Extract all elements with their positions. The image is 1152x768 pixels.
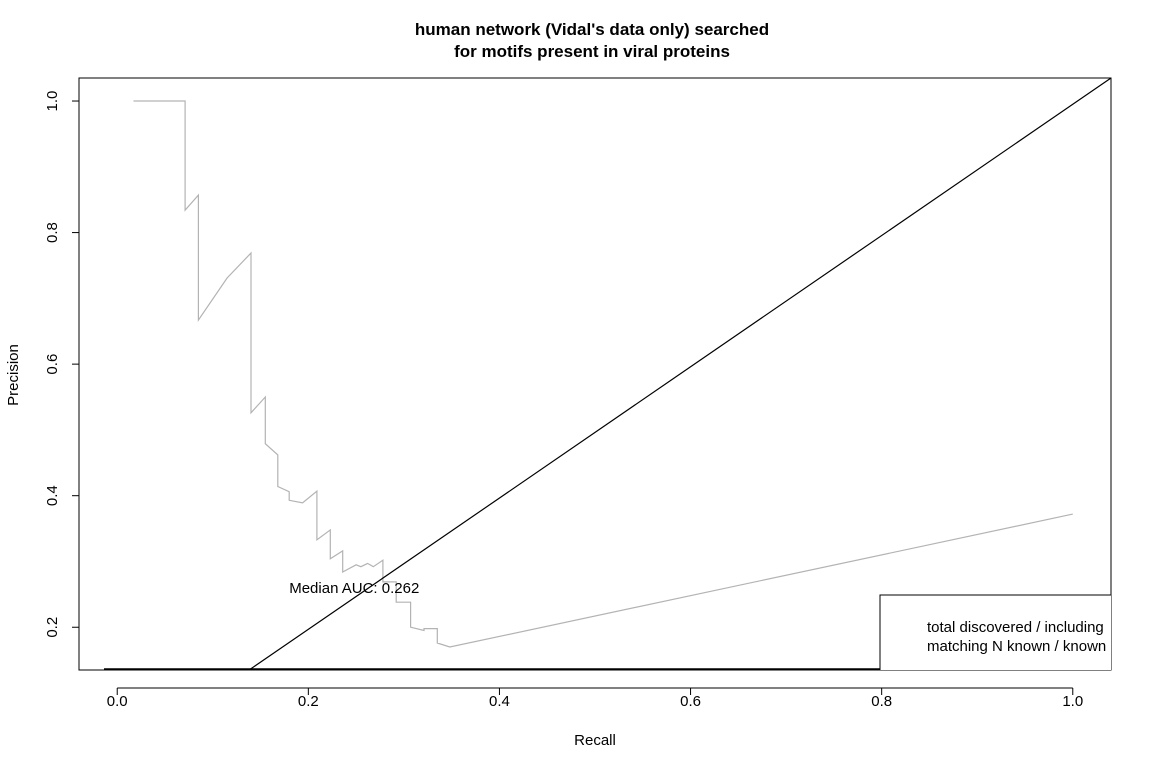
x-axis-label: Recall bbox=[574, 732, 616, 749]
plot-frame bbox=[78, 77, 1112, 671]
y-tick-label: 0.4 bbox=[44, 485, 61, 506]
chart-title-line2: for motifs present in viral proteins bbox=[454, 42, 730, 61]
legend-box bbox=[879, 594, 1111, 670]
y-axis: 0.2 0.4 0.6 0.8 1.0 bbox=[44, 91, 80, 638]
legend: total discovered / including matching N … bbox=[879, 594, 1111, 670]
chart-title-line1: human network (Vidal's data only) search… bbox=[415, 20, 769, 39]
x-axis: 0.0 0.2 0.4 0.6 0.8 1.0 bbox=[107, 687, 1083, 710]
y-tick-label: 0.8 bbox=[44, 222, 61, 243]
precision-recall-line bbox=[133, 100, 1073, 648]
median-auc-annotation: Median AUC: 0.262 bbox=[289, 580, 419, 597]
reference-diagonal-line bbox=[248, 78, 1111, 670]
x-tick-label: 0.4 bbox=[489, 693, 510, 710]
y-tick-label: 0.2 bbox=[44, 617, 61, 638]
y-axis-label: Precision bbox=[5, 344, 22, 406]
x-tick-label: 1.0 bbox=[1062, 693, 1083, 710]
x-tick-label: 0.0 bbox=[107, 693, 128, 710]
x-tick-label: 0.2 bbox=[298, 693, 319, 710]
legend-line-2: matching N known / known bbox=[927, 638, 1106, 655]
y-tick-label: 0.6 bbox=[44, 354, 61, 375]
series-layer bbox=[133, 78, 1111, 670]
legend-line-1: total discovered / including bbox=[927, 619, 1104, 636]
x-tick-label: 0.8 bbox=[871, 693, 892, 710]
y-tick-label: 1.0 bbox=[44, 91, 61, 112]
x-tick-label: 0.6 bbox=[680, 693, 701, 710]
